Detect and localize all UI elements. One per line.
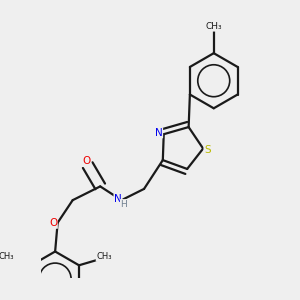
Text: H: H — [120, 200, 127, 208]
Text: CH₃: CH₃ — [96, 252, 112, 261]
Text: CH₃: CH₃ — [0, 252, 14, 261]
Text: CH₃: CH₃ — [206, 22, 222, 31]
Text: O: O — [49, 218, 57, 228]
Text: S: S — [204, 145, 211, 155]
Text: O: O — [82, 157, 91, 166]
Text: N: N — [155, 128, 163, 138]
Text: N: N — [114, 194, 122, 204]
